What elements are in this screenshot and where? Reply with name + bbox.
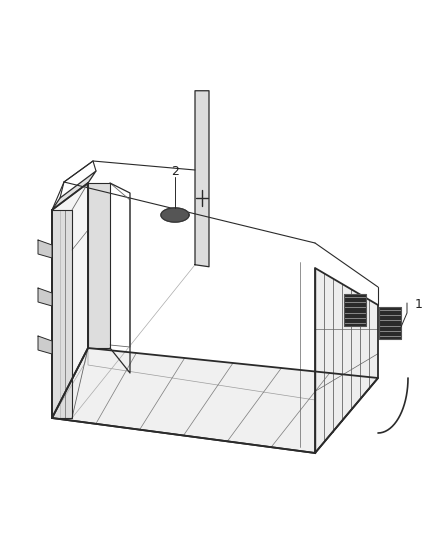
Polygon shape xyxy=(344,294,366,326)
Text: 2: 2 xyxy=(171,165,179,178)
Polygon shape xyxy=(52,171,96,210)
Polygon shape xyxy=(315,268,378,453)
Polygon shape xyxy=(38,336,52,354)
Polygon shape xyxy=(38,288,52,306)
Polygon shape xyxy=(88,183,110,348)
Polygon shape xyxy=(52,348,378,453)
Polygon shape xyxy=(315,268,378,453)
Polygon shape xyxy=(52,210,72,418)
Polygon shape xyxy=(38,240,52,258)
Text: 1: 1 xyxy=(415,298,423,311)
Polygon shape xyxy=(161,208,189,222)
Polygon shape xyxy=(195,91,209,266)
Polygon shape xyxy=(161,208,189,222)
Polygon shape xyxy=(379,307,401,339)
Polygon shape xyxy=(52,183,88,418)
